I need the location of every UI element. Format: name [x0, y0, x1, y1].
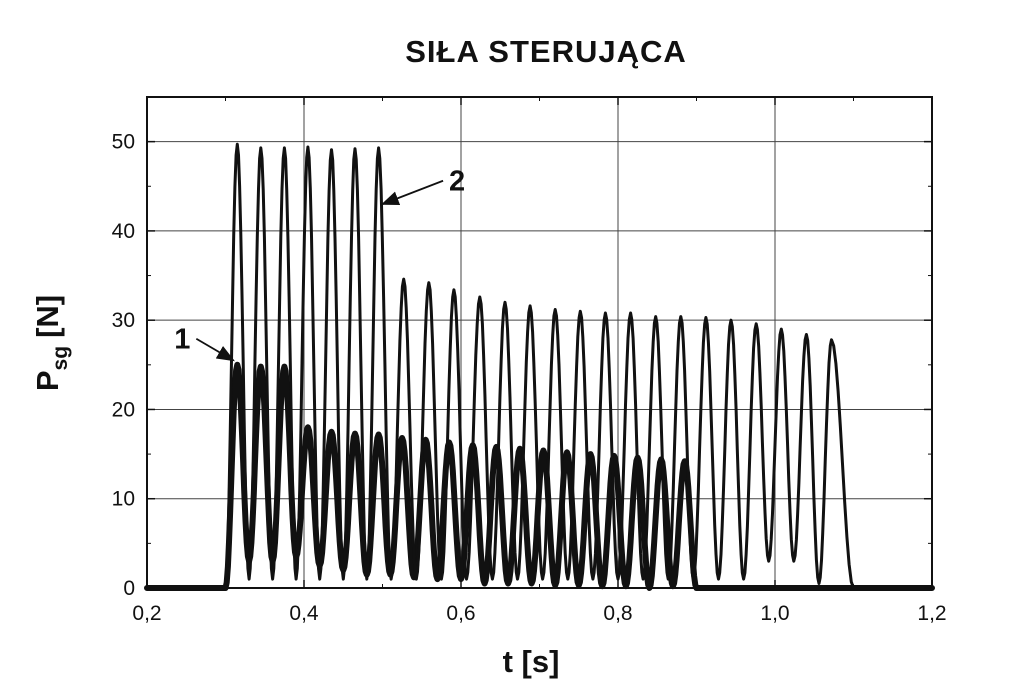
- chart-title: SIŁA STERUJĄCA: [405, 34, 687, 69]
- annotations: 12: [174, 166, 465, 362]
- y-axis-label-subscript: sg: [49, 346, 72, 371]
- y-axis-label-main: P: [30, 370, 65, 391]
- series-layer: [144, 142, 935, 591]
- annotation-arrow: [380, 179, 444, 206]
- x-axis-label: t [s]: [503, 644, 560, 679]
- x-tick-label: 1,0: [760, 602, 789, 625]
- x-tick-label: 0,4: [289, 602, 319, 625]
- x-tick-label: 0,8: [603, 602, 632, 625]
- x-tick-label: 0,6: [446, 602, 475, 625]
- x-tick-label: 0,2: [132, 602, 161, 625]
- x-tick-label: 1,2: [917, 602, 946, 625]
- y-tick-label: 10: [112, 488, 135, 511]
- annotation-label: 2: [449, 166, 465, 198]
- y-tick-label: 30: [112, 309, 135, 332]
- y-tick-label: 40: [112, 220, 135, 243]
- y-tick-label: 50: [112, 131, 135, 154]
- series-line-1: [144, 361, 935, 591]
- annotation-label: 1: [174, 324, 190, 356]
- series-line-2: [145, 142, 934, 590]
- y-tick-label: 20: [112, 398, 135, 421]
- y-tick-label: 0: [123, 577, 135, 600]
- ticks: 0,2 0,4 0,6 0,8 1,0 1,2 0 10 20 30 40 50: [112, 97, 947, 625]
- y-axis-label-unit: [N]: [30, 295, 65, 338]
- annotation-arrow: [195, 337, 235, 362]
- y-axis-label: Psg [N]: [30, 295, 72, 391]
